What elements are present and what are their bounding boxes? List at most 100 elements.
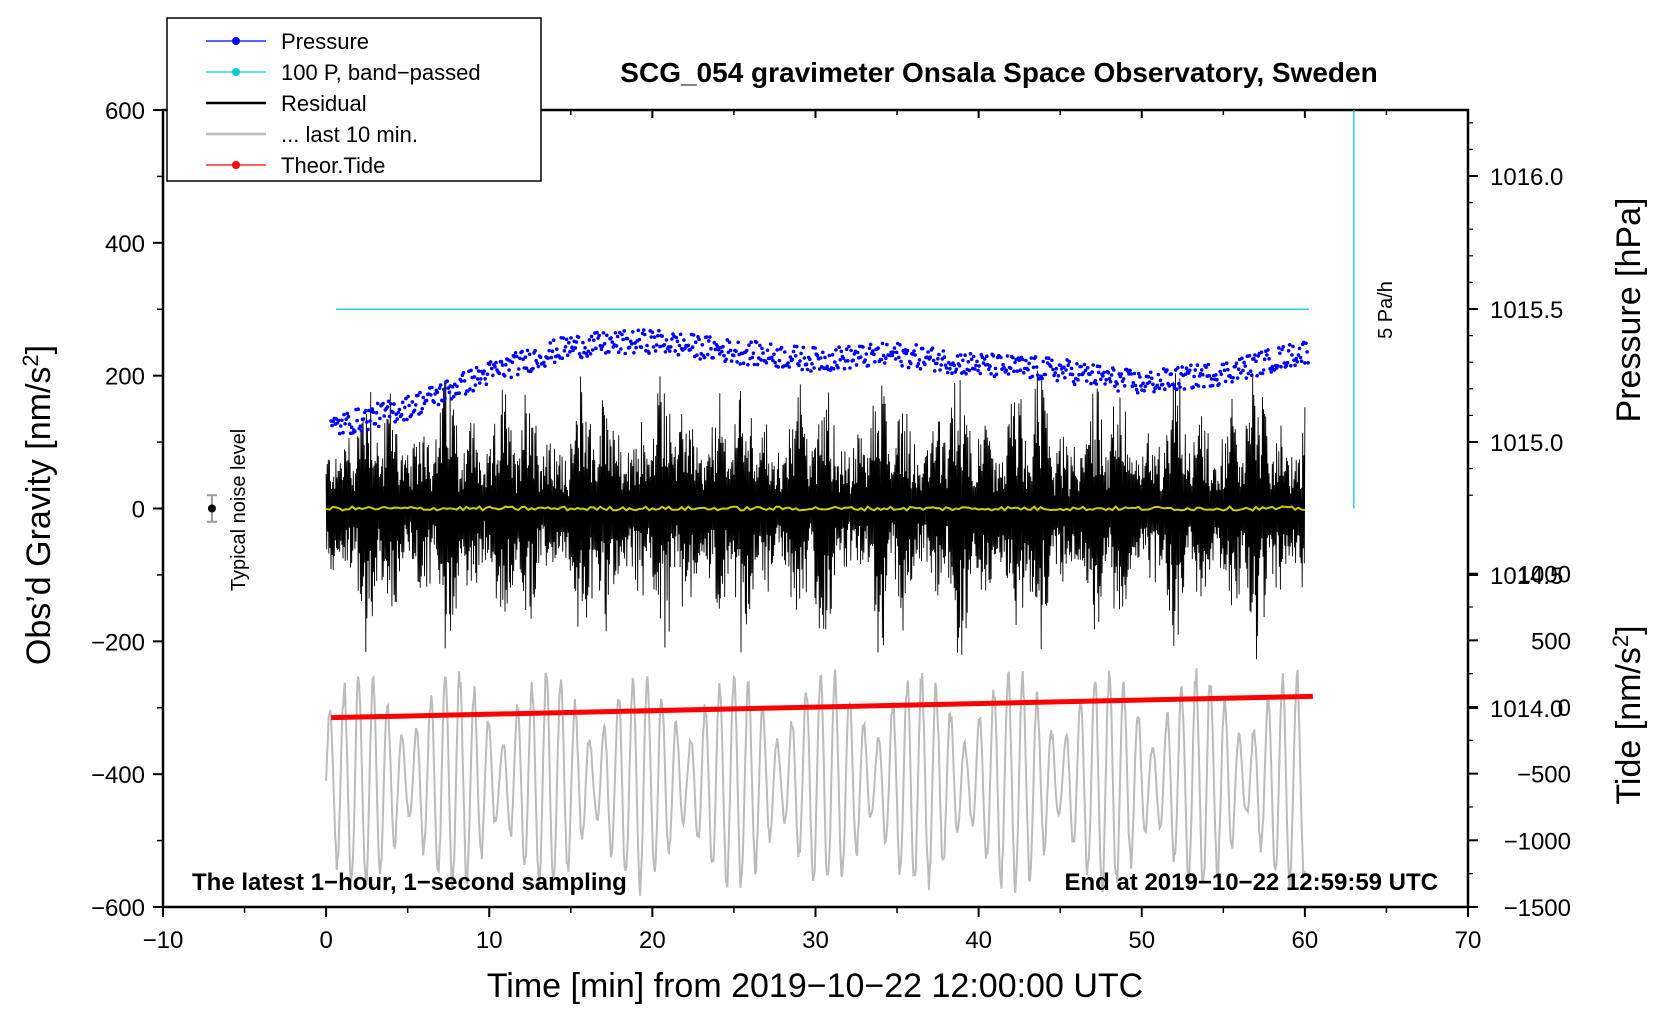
pressure-point [614,344,619,348]
last-10-min-series [325,668,1306,896]
pressure-point [561,336,566,340]
pressure-point [1051,367,1055,372]
pressure-point [370,407,375,411]
pressure-point [1298,355,1303,360]
pressure-point [1295,359,1300,364]
pressure-point [827,353,832,358]
pressure-point [343,422,347,426]
pressure-point [570,345,574,350]
pressure-point [1239,371,1243,375]
pressure-point [963,353,967,358]
pressure-point [1165,368,1169,372]
pressure-point [966,360,971,364]
pressure-point [669,345,673,349]
pressure-point [1180,365,1184,369]
pressure-point [961,358,965,363]
pressure-point [1284,363,1289,368]
pressure-point [775,348,779,352]
pressure-point [396,410,401,415]
pressure-point [939,363,943,367]
pressure-point [1107,376,1112,381]
pressure-point [399,412,404,417]
pressure-point [749,340,753,345]
pressure-point [645,343,649,348]
pressure-point [810,362,814,366]
pressure-point [969,357,974,362]
pressure-point [1134,387,1139,392]
pressure-point [359,428,364,433]
pressure-point [620,332,624,337]
pressure-point [848,366,852,370]
pressure-point [668,349,672,353]
pressure-point [437,386,442,390]
pressure-point [520,349,524,354]
pressure-point [897,355,901,360]
pressure-point [674,335,679,340]
pressure-point [884,356,888,361]
pressure-point [602,341,607,346]
pressure-point [974,363,978,368]
pressure-point [1077,372,1081,377]
pressure-point [1011,355,1015,360]
pressure-point [550,349,555,354]
pressure-point [1115,382,1119,386]
pressure-point [1305,350,1309,354]
y-axis-pressure: 1016.0 1015.5 1015.0 1014.5 1014.0 [1468,122,1563,723]
pressure-point [1191,385,1195,390]
pressure-point [1218,369,1222,374]
pressure-point [502,374,507,378]
pressure-point [627,345,632,350]
pressure-point [936,356,940,361]
pressure-point [847,344,851,349]
pressure-point [330,423,334,428]
pressure-point [587,338,592,342]
pressure-point [594,346,598,351]
pressure-point [636,328,641,333]
pressure-point [472,375,477,379]
pressure-point [430,385,434,390]
pressure-point [1157,386,1162,391]
pressure-point [436,402,441,407]
pressure-point [597,333,601,338]
pressure-point [445,379,450,384]
pressure-point [729,359,734,363]
pressure-point [1214,373,1218,377]
y-tick-label: −200 [91,629,145,656]
pressure-point [700,343,705,347]
pressure-point [1067,359,1072,364]
pressure-point [1147,380,1152,384]
pressure-point [892,346,897,350]
pressure-point [813,346,817,350]
pressure-point [641,328,646,332]
pressure-point [1161,367,1166,371]
pressure-point [533,348,537,353]
pressure-point [1138,375,1142,379]
pressure-point [653,349,658,353]
pressure-point [1241,368,1245,373]
pressure-point [866,363,871,368]
pressure-point [489,366,494,371]
pressure-point [605,333,609,338]
pressure-point [863,358,867,362]
pressure-point [1084,379,1089,383]
tide-tick-label: −500 [1517,762,1571,789]
pressure-point [639,345,644,350]
pressure-point [1303,361,1307,365]
pressure-point [491,373,495,378]
pressure-point [438,383,443,387]
pressure-point [630,342,634,346]
pressure-point [751,351,756,356]
pressure-point [841,356,846,361]
chart-title: SCG_054 gravimeter Onsala Space Observat… [620,57,1377,88]
pressure-point [500,363,505,367]
pressure-point [525,348,530,353]
pressure-point [340,418,344,423]
pressure-point [1008,366,1013,371]
pressure-point [1266,348,1270,352]
pressure-point [1199,368,1204,372]
pressure-point [1254,359,1258,364]
pressure-point [741,361,746,366]
pressure-point [568,350,572,354]
pressure-point [851,358,855,363]
pressure-point [1234,361,1239,366]
